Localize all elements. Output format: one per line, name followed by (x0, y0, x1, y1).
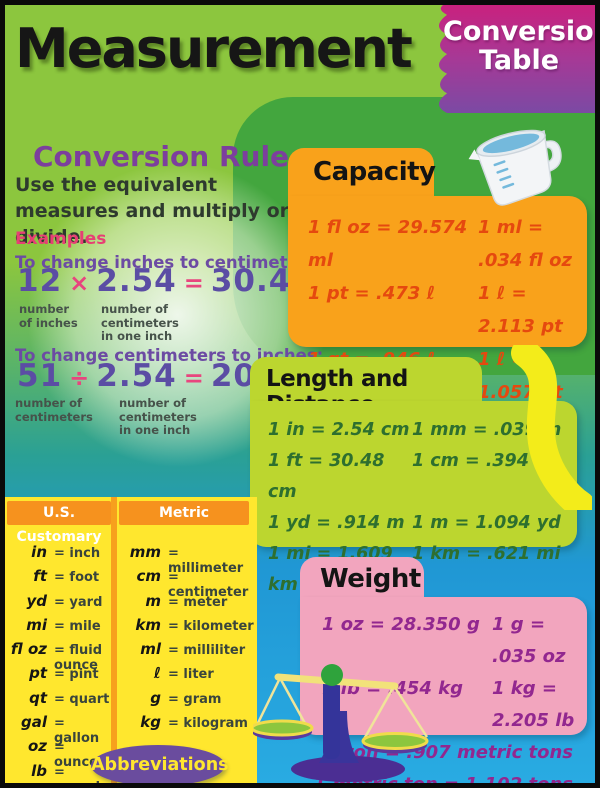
badge-line1: Conversion (443, 16, 595, 47)
example1-labels: number of inches number of centimeters i… (19, 302, 179, 344)
measurement-poster: Measurement Conversion Table Conversion … (5, 5, 595, 783)
example2-operator: ÷ (69, 364, 90, 392)
table-row: gal = gallon (20, 713, 100, 747)
example2-operand2: 2.54 (96, 358, 177, 394)
badge-line2: Table (478, 45, 560, 77)
abbreviations-oval-badge: Abbreviations (91, 745, 229, 783)
table-row: mm = millimeter (129, 543, 244, 576)
us-customary-header: U.S. Customary (7, 501, 111, 545)
table-row: lb= pound (31, 761, 100, 783)
weight-heading: Weight (320, 564, 421, 594)
example2-operand1: 51 (17, 358, 63, 394)
conversion-row: 1 metric ton = 1.102 tons (300, 769, 587, 783)
table-row: qt = quart (29, 688, 110, 707)
table-row: g = gram (150, 688, 222, 707)
balance-scale-icon (253, 664, 429, 782)
example1-operator: × (69, 269, 90, 297)
examples-label: Examples (15, 229, 107, 249)
example2-intro: To change centimeters to inches: (15, 346, 324, 365)
table-row: kg = kilogram (140, 713, 248, 732)
example1-operand1: 12 (17, 263, 63, 299)
example2-equals: = (183, 364, 204, 392)
conversion-row: 1 fl oz = 29.574 ml (308, 217, 468, 271)
table-row: ft = foot (33, 567, 100, 586)
conversion-row: 1 m = 1.094 yd (412, 513, 561, 533)
conversion-row: 1 ml = .034 fl oz (478, 217, 572, 271)
conversion-row: 1 ft = 30.48 cm (268, 451, 385, 502)
table-row: oz = ounce (27, 737, 98, 771)
weight-conversions: 1 oz = 28.350 g 1 g = .035 oz 1 lb = .45… (300, 597, 587, 737)
table-row: km = kilometer (135, 615, 254, 634)
badge-title: Conversion Table (443, 17, 595, 75)
length-panel: 1 in = 2.54 cm 1 mm = .039 in 1 ft = 30.… (250, 401, 577, 595)
conversion-rule-heading: Conversion Rule (33, 140, 290, 173)
table-row: yd = yard (26, 591, 103, 610)
conversion-row: 1 ℓ = 2.113 pt (478, 283, 563, 337)
conversion-row: 1 km = .621 mi (412, 544, 561, 564)
table-row: ℓ = liter (153, 664, 214, 683)
conversion-row: 1 mm = .039 in (412, 420, 562, 440)
poster-title: Measurement (15, 17, 413, 80)
table-row: m = meter (145, 591, 228, 610)
conversion-table-badge (439, 5, 595, 113)
conversion-row: 1 pt = .473 ℓ (308, 283, 436, 304)
table-row: pt = pint (29, 664, 99, 683)
capacity-panel-tab: Capacity (288, 148, 436, 204)
table-column-divider (111, 497, 117, 783)
example1-operand2: 2.54 (96, 263, 177, 299)
table-row: ml = milliliter (140, 640, 246, 659)
example1-equals: = (183, 269, 204, 297)
conversion-row: 1 oz = 28.350 g (322, 614, 480, 635)
metric-header: Metric (119, 501, 249, 525)
example1-label2: number of centimeters in one inch (101, 302, 179, 344)
table-row: in = inch (31, 543, 101, 561)
conversion-row: 1 g = .035 oz (492, 614, 566, 667)
conversion-row: 1 cm = .394 in (412, 451, 554, 471)
table-row: mi = mile (26, 615, 101, 634)
us-customary-column: in = inch ft = foot yd = yard mi = mile fl o… (7, 543, 111, 783)
table-row: fl oz = fluid ounce (10, 640, 103, 674)
capacity-heading: Capacity (313, 157, 436, 187)
example2-labels: number of centimeters number of centimet… (15, 396, 197, 438)
table-row: cm = centimeter (136, 567, 249, 601)
conversion-row: 1 in = 2.54 cm (268, 420, 410, 440)
measuring-cup-icon (468, 129, 562, 206)
conversion-row: 1 kg = 2.205 lb (492, 678, 575, 731)
metric-column: mm = millimeter cm = centimeter m = meter k… (117, 543, 257, 737)
example2-label1: number of centimeters (15, 396, 93, 424)
abbreviations-table: U.S. Customary Metric in = inch ft = foot … (5, 497, 257, 783)
weight-panel: 1 oz = 28.350 g 1 g = .035 oz 1 lb = .45… (300, 597, 587, 783)
conversion-row: 1 yd = .914 m (268, 513, 405, 533)
conversion-rule-body: Use the equivalent measures and multiply… (15, 174, 290, 249)
length-conversions: 1 in = 2.54 cm 1 mm = .039 in 1 ft = 30.… (250, 401, 577, 601)
example1-intro: To change inches to centimeters: (15, 253, 324, 272)
example1-label1: number of inches (19, 302, 78, 330)
yellow-ribbon-graphic (511, 345, 592, 510)
example2-label2: number of centimeters in one inch (119, 396, 197, 438)
